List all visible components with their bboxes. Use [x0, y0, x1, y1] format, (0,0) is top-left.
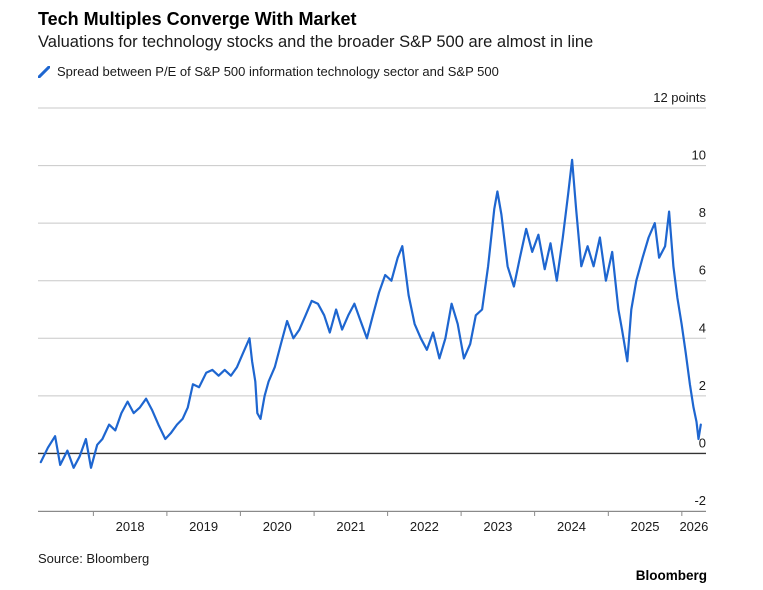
series-line	[39, 158, 702, 469]
legend: Spread between P/E of S&P 500 informatio…	[38, 64, 499, 79]
y-tick-label: 0	[699, 435, 706, 450]
y-tick-label: 4	[699, 320, 706, 335]
brand-logo-text: Bloomberg	[635, 568, 707, 583]
x-tick-label: 2018	[116, 519, 145, 534]
x-tick-label: 2019	[189, 519, 218, 534]
x-tick-label: 2021	[336, 519, 365, 534]
y-tick-label: -2	[694, 493, 706, 508]
legend-label: Spread between P/E of S&P 500 informatio…	[57, 64, 499, 79]
x-tick-label: 2023	[483, 519, 512, 534]
x-tick-label: 2024	[557, 519, 586, 534]
y-tick-label: 2	[699, 378, 706, 393]
source-note: Source: Bloomberg	[38, 551, 150, 566]
x-tick-label: 2022	[410, 519, 439, 534]
legend-swatch	[38, 65, 50, 78]
x-tick-label: 2025	[631, 519, 660, 534]
x-tick-label: 2020	[263, 519, 292, 534]
chart-title: Tech Multiples Converge With Market	[38, 9, 357, 29]
y-tick-label: 12 points	[653, 90, 706, 105]
y-tick-label: 8	[699, 205, 706, 220]
x-tick-label: 2026	[679, 519, 708, 534]
y-tick-label: 10	[692, 148, 706, 163]
chart-subtitle: Valuations for technology stocks and the…	[38, 33, 594, 51]
y-tick-label: 6	[699, 263, 706, 278]
